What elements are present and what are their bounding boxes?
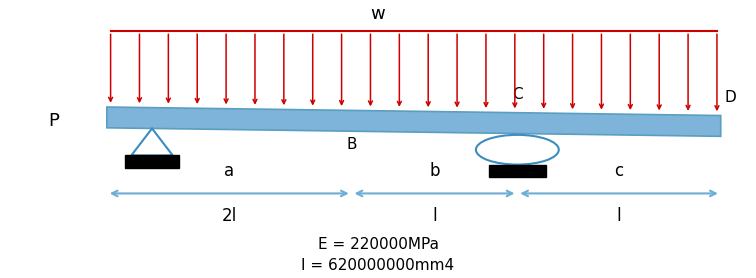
Text: a: a (225, 162, 234, 180)
Text: b: b (429, 162, 440, 180)
Text: P: P (48, 111, 60, 130)
Text: E = 220000MPa: E = 220000MPa (318, 237, 438, 252)
Text: I = 620000000mm4: I = 620000000mm4 (302, 258, 454, 273)
Text: l: l (432, 207, 437, 225)
Bar (125, 155, 179, 168)
Text: l: l (617, 207, 621, 225)
Bar (489, 165, 546, 177)
Text: 2l: 2l (222, 207, 237, 225)
Text: w: w (370, 5, 386, 23)
Text: B: B (346, 136, 357, 152)
Text: C: C (512, 87, 522, 102)
Polygon shape (107, 107, 720, 136)
Polygon shape (132, 128, 173, 155)
Text: D: D (724, 90, 736, 105)
Text: c: c (615, 162, 624, 180)
